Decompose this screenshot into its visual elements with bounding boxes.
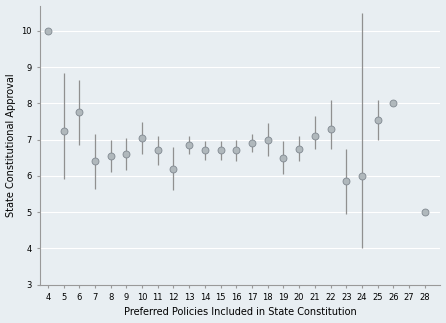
Point [358, 173, 365, 178]
Point [76, 110, 83, 115]
Point [107, 153, 114, 159]
Point [280, 155, 287, 160]
Point [44, 28, 51, 34]
Point [374, 117, 381, 122]
Y-axis label: State Constitutional Approval: State Constitutional Approval [5, 73, 16, 217]
Point [170, 166, 177, 171]
Point [296, 146, 303, 151]
Point [201, 148, 208, 153]
Point [264, 137, 271, 142]
Point [327, 126, 334, 131]
Point [186, 142, 193, 148]
Point [248, 141, 256, 146]
Point [60, 128, 67, 133]
Point [123, 151, 130, 157]
Point [343, 179, 350, 184]
Point [138, 135, 145, 141]
Point [421, 210, 428, 215]
Point [311, 133, 318, 139]
Point [390, 101, 397, 106]
Point [233, 148, 240, 153]
Point [154, 148, 161, 153]
Point [91, 159, 99, 164]
X-axis label: Preferred Policies Included in State Constitution: Preferred Policies Included in State Con… [124, 307, 356, 318]
Point [217, 148, 224, 153]
